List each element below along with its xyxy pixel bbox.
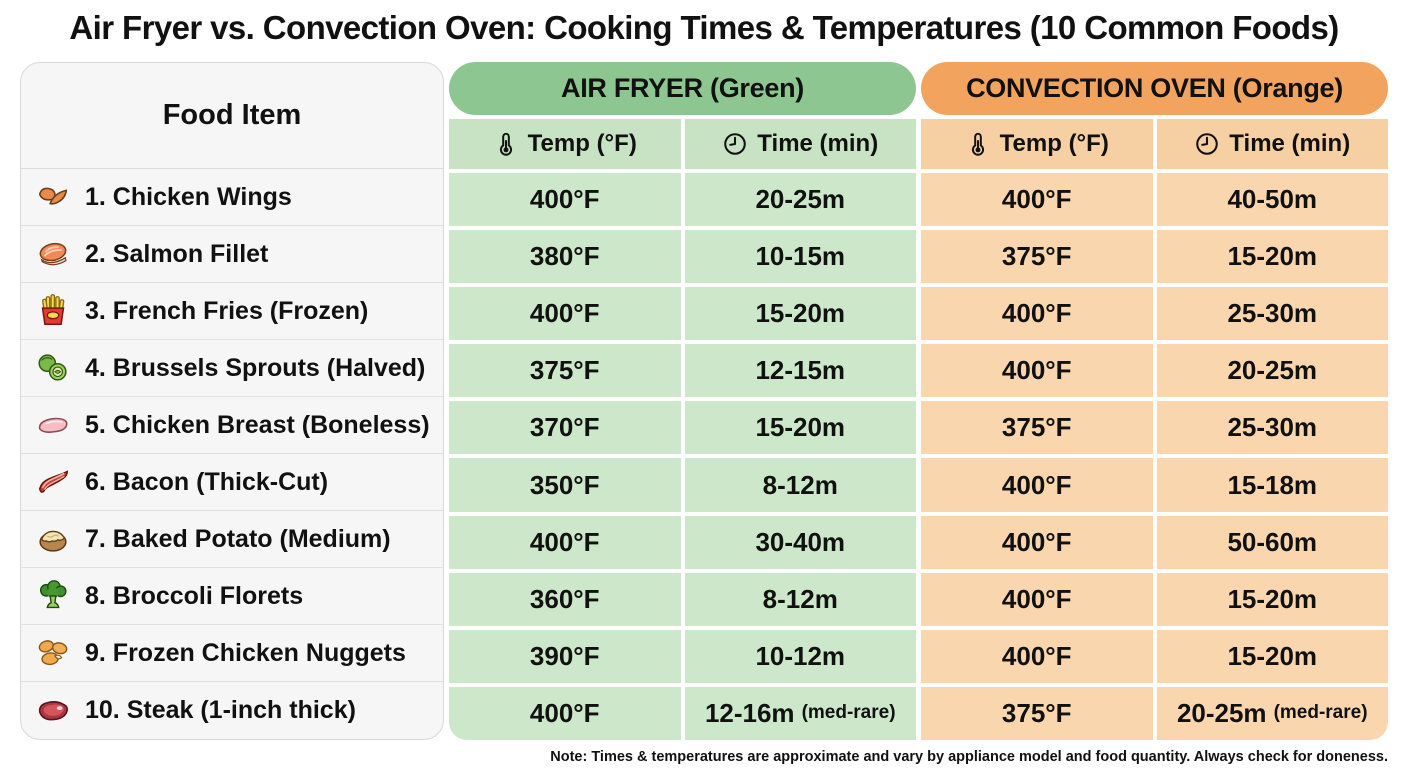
convection-temp-column-header: Temp (°F) bbox=[921, 119, 1153, 169]
baked-potato-icon bbox=[39, 530, 67, 552]
chicken-nuggets-icon bbox=[38, 640, 68, 666]
convection-temp-cell: 400°F bbox=[921, 287, 1153, 341]
time-value: 20-25m bbox=[1176, 697, 1267, 728]
table-row: 7. Baked Potato (Medium) bbox=[21, 511, 443, 568]
table-row: 1. Chicken Wings bbox=[21, 169, 443, 226]
clock-icon bbox=[1194, 131, 1220, 157]
bacon-icon bbox=[38, 470, 69, 493]
air-fryer-temp-column-header: Temp (°F) bbox=[449, 119, 681, 169]
food-label: 8. Broccoli Florets bbox=[85, 581, 304, 610]
table-row: 5. Chicken Breast (Boneless) bbox=[21, 397, 443, 454]
convection-time-cell: 15-20m bbox=[1156, 629, 1388, 683]
clock-icon bbox=[722, 131, 748, 157]
column-header-label: Time (min) bbox=[1229, 130, 1351, 157]
food-column: Food Item 1. Chicken Wings 2. Salmon Fil… bbox=[20, 62, 444, 740]
air-fryer-temp-cell: 380°F bbox=[449, 230, 681, 284]
time-note: (med-rare) bbox=[1273, 702, 1368, 724]
salmon-icon bbox=[39, 242, 67, 266]
food-label: 2. Salmon Fillet bbox=[85, 239, 269, 268]
air-fryer-time-cell: 12-15m bbox=[684, 344, 916, 398]
convection-time-column-header: Time (min) bbox=[1156, 119, 1388, 169]
convection-time-cell: 25-30m bbox=[1156, 401, 1388, 455]
convection-time-cell: 25-30m bbox=[1156, 287, 1388, 341]
air-fryer-time-column-header: Time (min) bbox=[684, 119, 916, 169]
air-fryer-cells: Temp (°F) Time (min) 400°F 20-25m 380°F … bbox=[449, 119, 916, 740]
air-fryer-temp-cell: 375°F bbox=[449, 344, 681, 398]
air-fryer-time-cell: 15-20m bbox=[684, 401, 916, 455]
food-label: 3. French Fries (Frozen) bbox=[85, 296, 369, 325]
thermometer-icon bbox=[493, 131, 519, 157]
convection-temp-cell: 375°F bbox=[921, 686, 1153, 740]
air-fryer-time-cell: 12-16m (med-rare) bbox=[684, 686, 916, 740]
air-fryer-temp-cell: 390°F bbox=[449, 629, 681, 683]
chicken-breast-icon bbox=[38, 417, 68, 433]
air-fryer-time-cell: 10-15m bbox=[684, 230, 916, 284]
convection-oven-header: CONVECTION OVEN (Orange) bbox=[921, 62, 1388, 115]
food-label: 1. Chicken Wings bbox=[85, 182, 292, 211]
air-fryer-temp-cell: 400°F bbox=[449, 173, 681, 227]
table-row: 9. Frozen Chicken Nuggets bbox=[21, 625, 443, 682]
chicken-wings-icon bbox=[38, 187, 68, 205]
brussels-sprouts-icon bbox=[38, 354, 67, 381]
table-row: 10. Steak (1-inch thick) bbox=[21, 682, 443, 739]
food-column-header: Food Item bbox=[21, 63, 443, 169]
air-fryer-time-cell: 20-25m bbox=[684, 173, 916, 227]
convection-temp-cell: 375°F bbox=[921, 230, 1153, 284]
food-label: 10. Steak (1-inch thick) bbox=[85, 696, 356, 724]
convection-temp-cell: 400°F bbox=[921, 629, 1153, 683]
food-label: 5. Chicken Breast (Boneless) bbox=[85, 410, 430, 439]
air-fryer-time-cell: 8-12m bbox=[684, 458, 916, 512]
food-label: 4. Brussels Sprouts (Halved) bbox=[85, 353, 426, 382]
air-fryer-header: AIR FRYER (Green) bbox=[449, 62, 916, 115]
page-title: Air Fryer vs. Convection Oven: Cooking T… bbox=[69, 9, 1339, 46]
air-fryer-temp-cell: 370°F bbox=[449, 401, 681, 455]
air-fryer-temp-cell: 400°F bbox=[449, 686, 681, 740]
food-label: 9. Frozen Chicken Nuggets bbox=[85, 638, 406, 667]
table-row: 3. French Fries (Frozen) bbox=[21, 283, 443, 340]
air-fryer-time-cell: 30-40m bbox=[684, 515, 916, 569]
column-header-label: Time (min) bbox=[757, 130, 879, 157]
convection-time-cell: 20-25m bbox=[1156, 344, 1388, 398]
convection-temp-cell: 400°F bbox=[921, 344, 1153, 398]
time-note: (med-rare) bbox=[801, 702, 896, 724]
convection-temp-cell: 400°F bbox=[921, 458, 1153, 512]
food-label: 7. Baked Potato (Medium) bbox=[85, 524, 391, 553]
table-row: 8. Broccoli Florets bbox=[21, 568, 443, 625]
convection-time-cell: 20-25m (med-rare) bbox=[1156, 686, 1388, 740]
footnote: Note: Times & temperatures are approxima… bbox=[550, 749, 1388, 765]
air-fryer-time-cell: 10-12m bbox=[684, 629, 916, 683]
steak-icon bbox=[38, 700, 68, 720]
air-fryer-time-cell: 15-20m bbox=[684, 287, 916, 341]
comparison-table: Food Item 1. Chicken Wings 2. Salmon Fil… bbox=[20, 62, 1388, 740]
convection-time-cell: 50-60m bbox=[1156, 515, 1388, 569]
air-fryer-temp-cell: 360°F bbox=[449, 572, 681, 626]
convection-time-cell: 15-20m bbox=[1156, 572, 1388, 626]
convection-time-cell: 15-18m bbox=[1156, 458, 1388, 512]
time-value: 12-16m bbox=[704, 697, 795, 728]
convection-temp-cell: 375°F bbox=[921, 401, 1153, 455]
convection-temp-cell: 400°F bbox=[921, 515, 1153, 569]
convection-temp-cell: 400°F bbox=[921, 173, 1153, 227]
table-row: 4. Brussels Sprouts (Halved) bbox=[21, 340, 443, 397]
convection-time-cell: 40-50m bbox=[1156, 173, 1388, 227]
air-fryer-temp-cell: 400°F bbox=[449, 515, 681, 569]
column-header-label: Temp (°F) bbox=[999, 130, 1109, 157]
air-fryer-time-cell: 8-12m bbox=[684, 572, 916, 626]
convection-temp-cell: 400°F bbox=[921, 572, 1153, 626]
table-row: 6. Bacon (Thick-Cut) bbox=[21, 454, 443, 511]
broccoli-icon bbox=[39, 580, 67, 609]
convection-oven-cells: Temp (°F) Time (min) 400°F 40-50m 375°F … bbox=[921, 119, 1388, 740]
food-label: 6. Bacon (Thick-Cut) bbox=[85, 467, 329, 496]
table-row: 2. Salmon Fillet bbox=[21, 226, 443, 283]
air-fryer-temp-cell: 350°F bbox=[449, 458, 681, 512]
air-fryer-temp-cell: 400°F bbox=[449, 287, 681, 341]
convection-oven-section: CONVECTION OVEN (Orange) Temp (°F) Time … bbox=[921, 62, 1388, 740]
air-fryer-section: AIR FRYER (Green) Temp (°F) Time (min) 4… bbox=[449, 62, 916, 740]
convection-time-cell: 15-20m bbox=[1156, 230, 1388, 284]
french-fries-icon bbox=[41, 294, 65, 326]
thermometer-icon bbox=[965, 131, 991, 157]
column-header-label: Temp (°F) bbox=[527, 130, 637, 157]
